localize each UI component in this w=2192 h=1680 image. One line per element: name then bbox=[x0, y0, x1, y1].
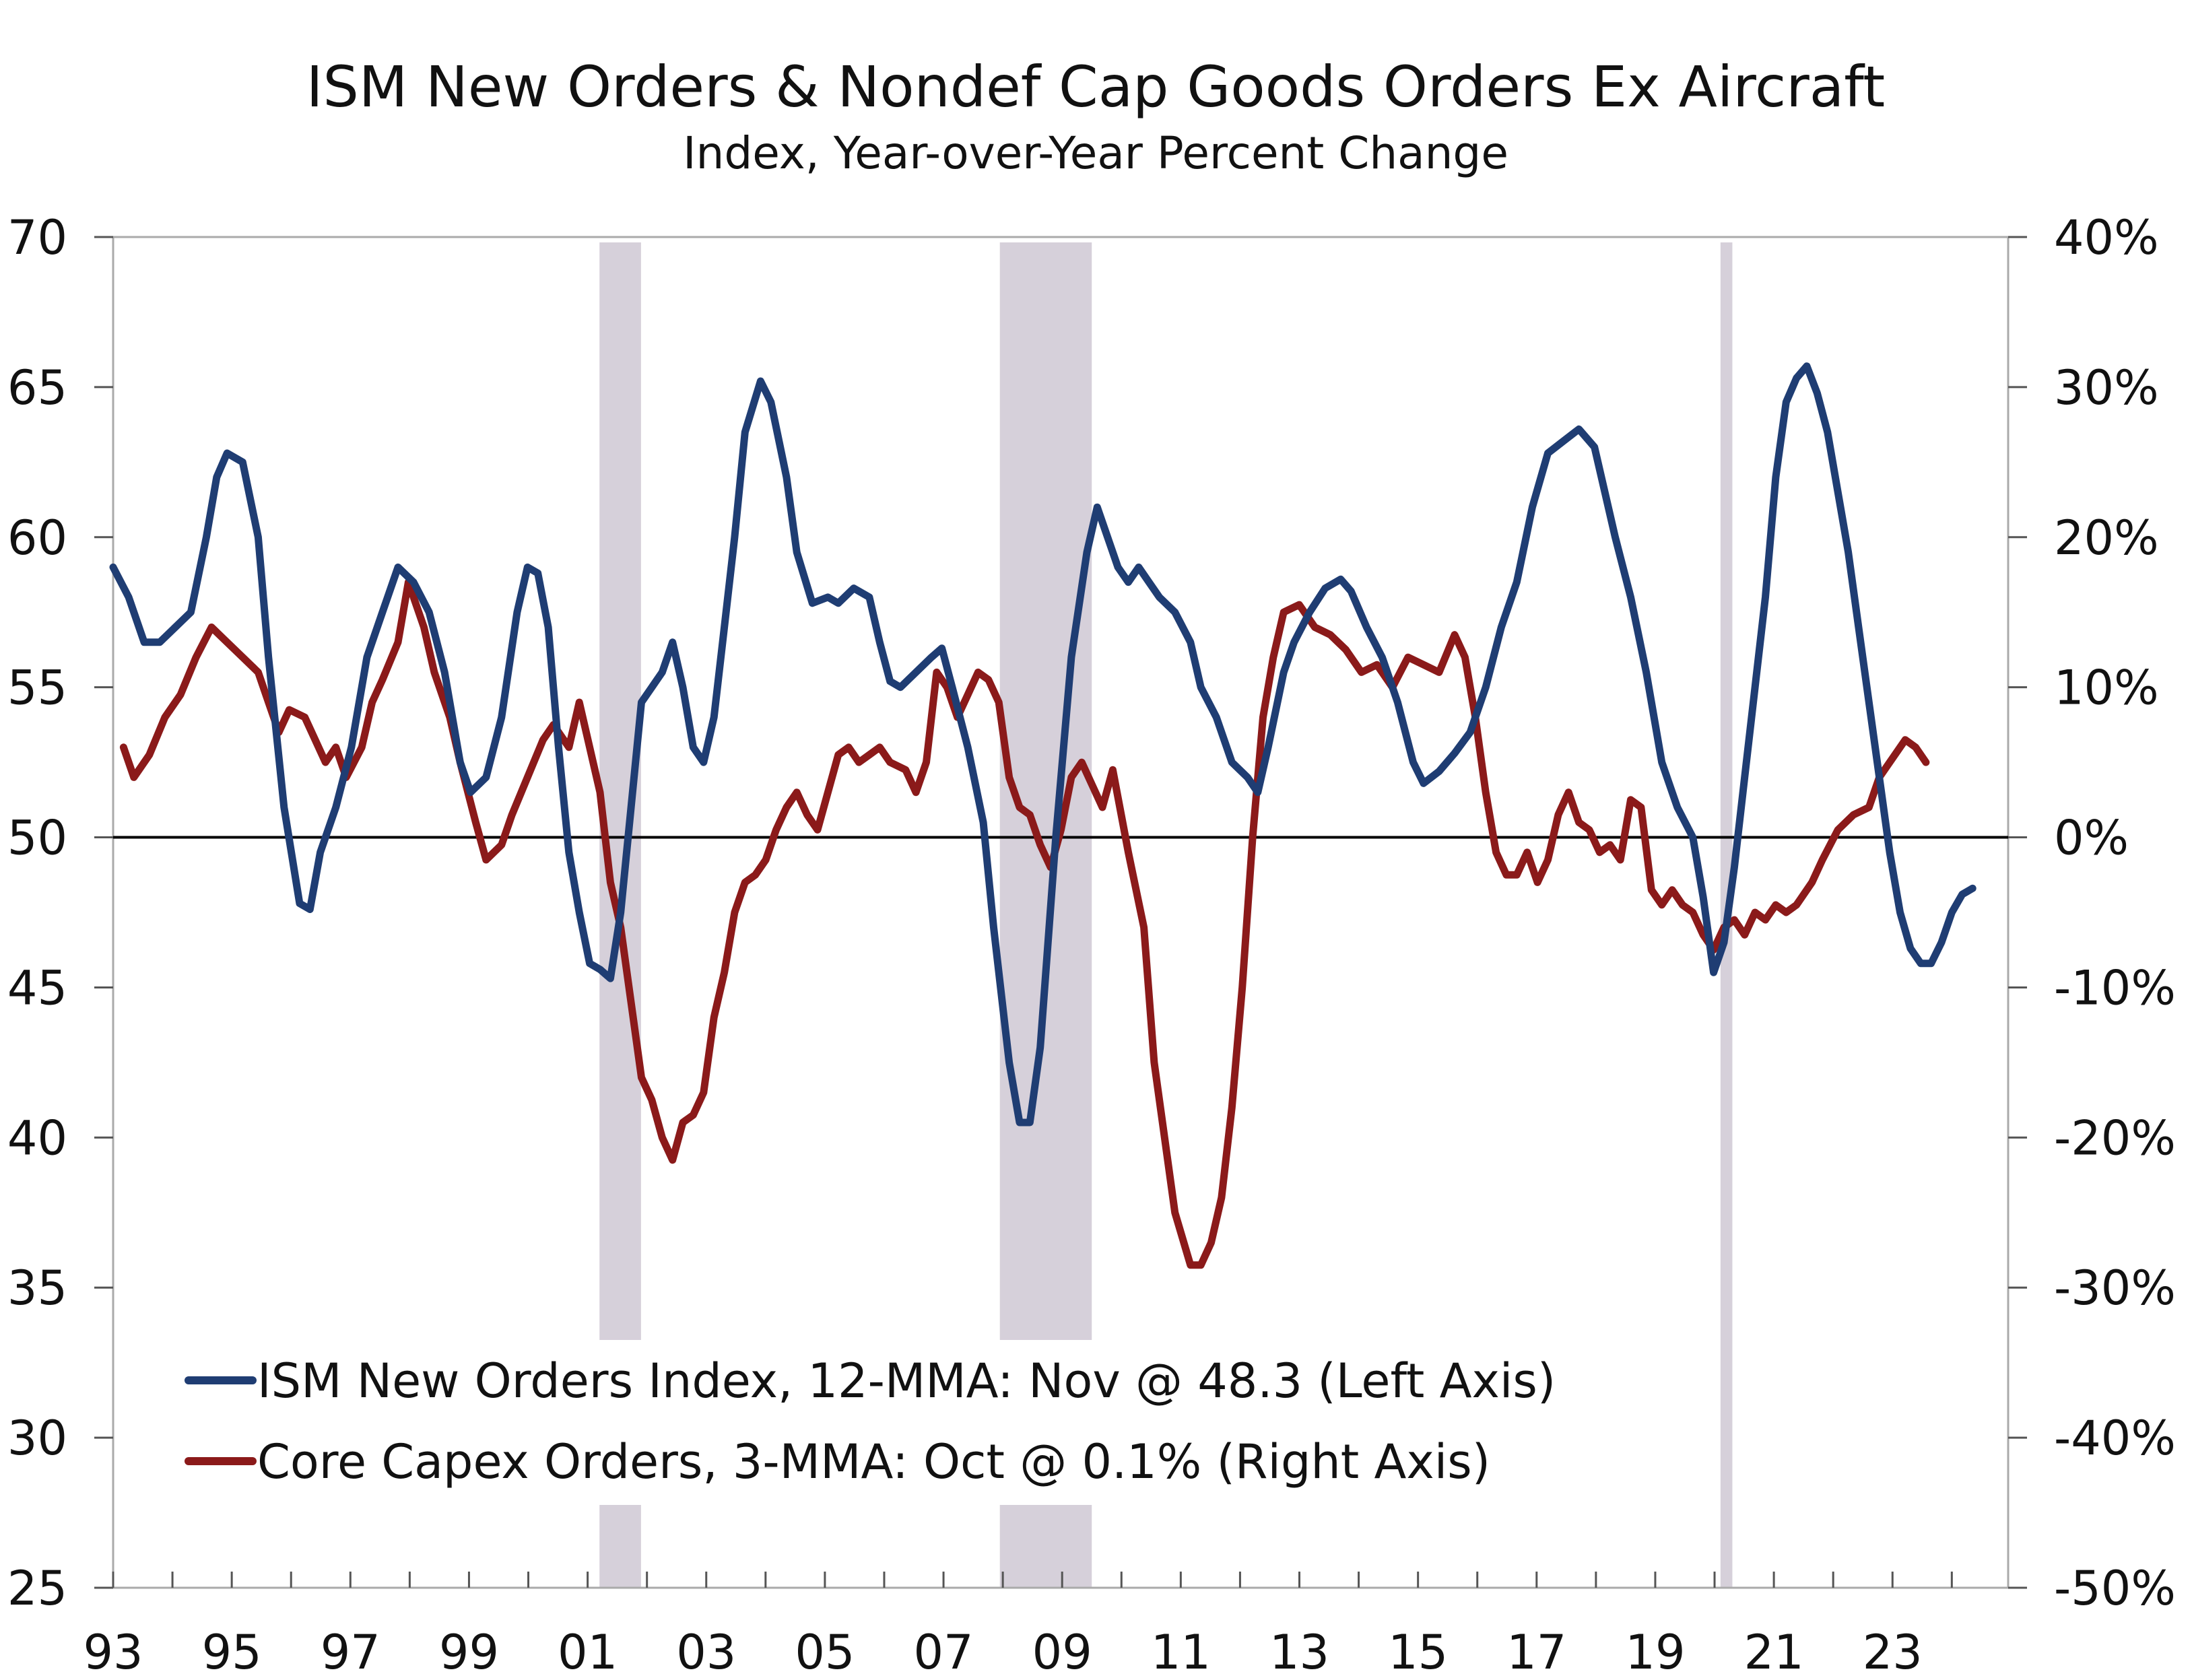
left-tick-label: 65 bbox=[7, 360, 67, 415]
chart-title: ISM New Orders & Nondef Cap Goods Orders… bbox=[306, 54, 1886, 120]
x-tick-label: 01 bbox=[558, 1625, 618, 1680]
plot-area-frame bbox=[112, 236, 2010, 1589]
x-tick-label: 21 bbox=[1744, 1625, 1804, 1680]
left-tick-label: 30 bbox=[7, 1411, 67, 1466]
x-tick-label: 93 bbox=[83, 1625, 143, 1680]
recession-band-1-lower bbox=[599, 1505, 641, 1588]
x-tick-label: 19 bbox=[1625, 1625, 1685, 1680]
left-tick-label: 25 bbox=[7, 1561, 67, 1616]
x-tick-label: 09 bbox=[1032, 1625, 1092, 1680]
x-axis: 93 95 97 99 01 03 05 07 09 11 13 15 17 19 21 23 bbox=[83, 1572, 1953, 1680]
x-tick-label: 99 bbox=[439, 1625, 499, 1680]
ism-new-orders-line bbox=[109, 362, 1977, 1127]
left-tick-label: 70 bbox=[7, 210, 67, 265]
series-lines bbox=[109, 362, 1977, 1269]
left-axis: 25 30 35 40 45 50 55 60 65 70 bbox=[7, 210, 113, 1616]
right-tick-label: 0% bbox=[2054, 811, 2129, 866]
right-tick-label: -10% bbox=[2054, 960, 2176, 1015]
recession-bands bbox=[599, 242, 1733, 1588]
x-tick-label: 13 bbox=[1269, 1625, 1329, 1680]
x-tick-label: 03 bbox=[676, 1625, 736, 1680]
right-axis: -50% -40% -30% -20% -10% 0% 10% 20% 30% 40% bbox=[2008, 210, 2176, 1616]
legend-label-ism: ISM New Orders Index, 12-MMA: Nov @ 48.3… bbox=[257, 1353, 1556, 1409]
left-tick-label: 45 bbox=[7, 960, 67, 1015]
left-tick-label: 35 bbox=[7, 1261, 67, 1316]
right-tick-label: 10% bbox=[2054, 661, 2159, 716]
legend: ISM New Orders Index, 12-MMA: Nov @ 48.3… bbox=[185, 1353, 1556, 1489]
right-tick-label: -20% bbox=[2054, 1110, 2176, 1166]
x-tick-label: 11 bbox=[1151, 1625, 1211, 1680]
x-tick-label: 17 bbox=[1506, 1625, 1566, 1680]
left-tick-label: 50 bbox=[7, 811, 67, 866]
left-tick-label: 40 bbox=[7, 1110, 67, 1166]
right-tick-label: -30% bbox=[2054, 1261, 2176, 1316]
recession-band-2-lower bbox=[999, 1505, 1092, 1588]
right-tick-label: -40% bbox=[2054, 1411, 2176, 1466]
x-tick-label: 95 bbox=[202, 1625, 262, 1680]
right-tick-label: 20% bbox=[2054, 510, 2159, 566]
x-tick-label: 23 bbox=[1863, 1625, 1923, 1680]
x-tick-label: 05 bbox=[795, 1625, 855, 1680]
x-tick-label: 15 bbox=[1388, 1625, 1448, 1680]
right-tick-label: 30% bbox=[2054, 360, 2159, 415]
legend-label-capex: Core Capex Orders, 3-MMA: Oct @ 0.1% (Ri… bbox=[257, 1434, 1490, 1489]
chart-subtitle: Index, Year-over-Year Percent Change bbox=[683, 127, 1508, 179]
right-tick-label: -50% bbox=[2054, 1561, 2176, 1616]
x-tick-label: 97 bbox=[321, 1625, 380, 1680]
left-tick-label: 55 bbox=[7, 661, 67, 716]
left-tick-label: 60 bbox=[7, 510, 67, 566]
right-tick-label: 40% bbox=[2054, 210, 2159, 265]
x-tick-label: 07 bbox=[914, 1625, 974, 1680]
